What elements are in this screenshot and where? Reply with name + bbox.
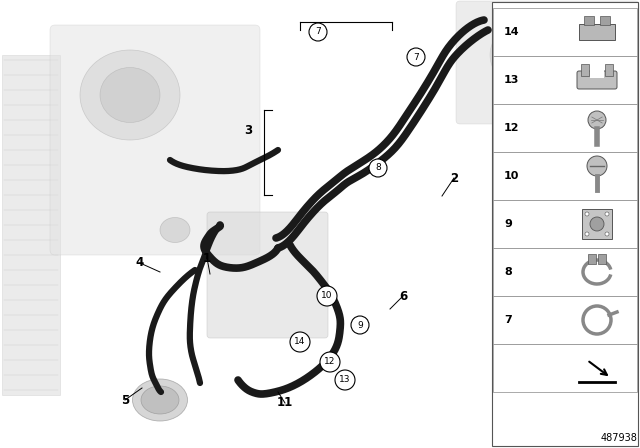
Circle shape	[369, 159, 387, 177]
Text: 14: 14	[294, 337, 306, 346]
Text: 9: 9	[357, 320, 363, 329]
Circle shape	[585, 232, 589, 236]
Circle shape	[407, 48, 425, 66]
Circle shape	[605, 232, 609, 236]
Bar	[492, 2, 638, 446]
Bar	[493, 296, 637, 344]
Circle shape	[335, 370, 355, 390]
Text: 12: 12	[324, 358, 336, 366]
Text: 1: 1	[203, 251, 211, 264]
Text: 5: 5	[121, 393, 129, 406]
Bar	[600, 16, 610, 25]
Text: 8: 8	[375, 164, 381, 172]
Bar	[493, 56, 637, 104]
Bar	[582, 209, 612, 239]
Circle shape	[590, 217, 604, 231]
FancyBboxPatch shape	[577, 71, 617, 89]
Bar	[581, 64, 589, 76]
Bar	[2, 55, 60, 395]
Bar	[598, 254, 606, 264]
Bar	[493, 8, 637, 56]
Ellipse shape	[160, 217, 190, 242]
Bar	[605, 64, 613, 76]
FancyBboxPatch shape	[456, 1, 639, 124]
Text: 7: 7	[413, 52, 419, 61]
Text: 6: 6	[399, 289, 407, 302]
Text: 12: 12	[504, 123, 520, 133]
Bar	[493, 104, 637, 152]
Bar	[493, 200, 637, 248]
Ellipse shape	[132, 379, 188, 421]
Text: 10: 10	[321, 292, 333, 301]
Bar	[579, 24, 615, 40]
Text: 4: 4	[136, 257, 144, 270]
Text: 8: 8	[504, 267, 512, 277]
Text: 14: 14	[504, 27, 520, 37]
Bar	[0, 0, 490, 448]
Circle shape	[605, 212, 609, 216]
Circle shape	[588, 111, 606, 129]
Circle shape	[309, 23, 327, 41]
Ellipse shape	[490, 20, 570, 90]
Circle shape	[587, 156, 607, 176]
Circle shape	[317, 286, 337, 306]
Circle shape	[351, 316, 369, 334]
Text: 9: 9	[504, 219, 512, 229]
FancyBboxPatch shape	[50, 25, 260, 255]
Text: 7: 7	[504, 315, 512, 325]
Text: 487938: 487938	[600, 433, 637, 443]
Bar	[493, 248, 637, 296]
Text: 2: 2	[450, 172, 458, 185]
Bar	[590, 70, 604, 78]
Circle shape	[290, 332, 310, 352]
Bar	[584, 16, 594, 25]
Bar	[588, 254, 596, 264]
Bar	[493, 152, 637, 200]
Circle shape	[320, 352, 340, 372]
Text: 7: 7	[315, 27, 321, 36]
Circle shape	[585, 212, 589, 216]
Bar	[493, 344, 637, 392]
Text: 13: 13	[339, 375, 351, 384]
Ellipse shape	[80, 50, 180, 140]
FancyBboxPatch shape	[207, 212, 328, 338]
Ellipse shape	[141, 386, 179, 414]
Text: 10: 10	[504, 171, 520, 181]
Ellipse shape	[100, 68, 160, 122]
Text: 13: 13	[504, 75, 520, 85]
Text: 3: 3	[244, 124, 252, 137]
Text: 11: 11	[277, 396, 293, 409]
